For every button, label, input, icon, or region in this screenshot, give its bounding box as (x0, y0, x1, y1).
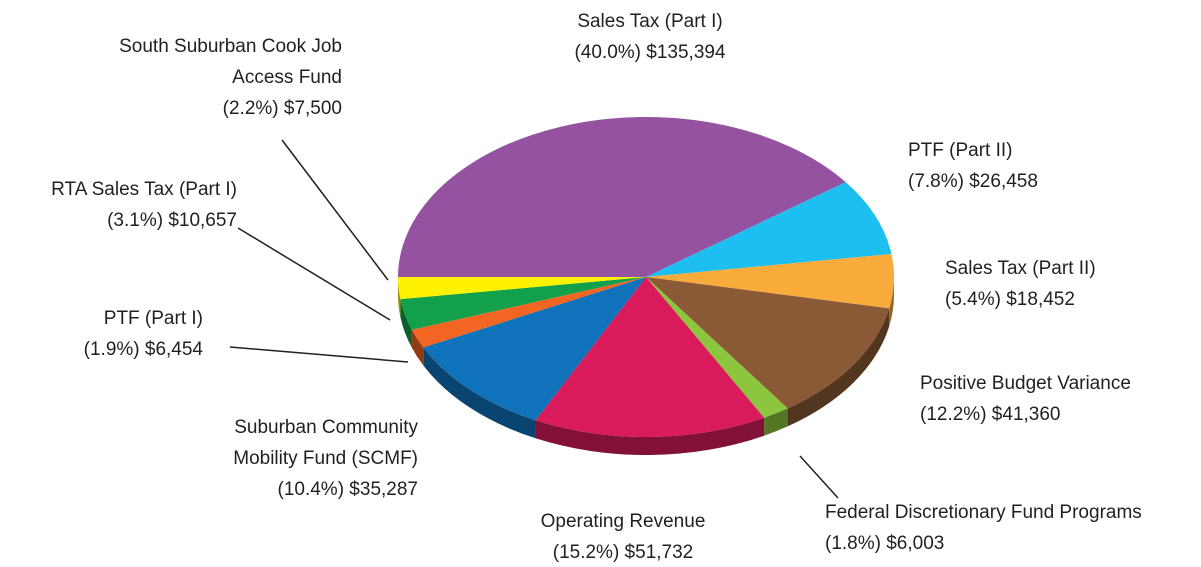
value-label: (15.2%) $51,732 (552, 542, 694, 563)
leader-line (229, 346, 409, 363)
slice-side (889, 277, 894, 327)
slice-side (423, 347, 536, 439)
slice-side (764, 408, 788, 436)
leader-line (281, 139, 389, 281)
slice (411, 277, 646, 348)
value-label: (2.2%) $7,500 (222, 98, 342, 119)
slice-label: South Suburban Cook Job Access Fund (2.2%… (114, 31, 342, 124)
category-name: South Suburban Cook Job Access Fund (119, 36, 342, 88)
slice-label: PTF (Part II) (7.8%) $26,458 (908, 135, 1201, 197)
category-name: Federal Discretionary Fund Programs (825, 502, 1142, 523)
slice (400, 277, 646, 330)
slice (398, 117, 846, 277)
category-name: PTF (Part II) (908, 140, 1013, 161)
value-label: (10.4%) $35,287 (277, 479, 419, 500)
slice-label: Operating Revenue (15.2%) $51,732 (473, 506, 773, 567)
category-name: Operating Revenue (540, 511, 706, 532)
value-label: (1.8%) $6,003 (825, 533, 945, 554)
slice-label: Sales Tax (Part I) (40.0%) $135,394 (500, 6, 800, 68)
category-name: Suburban Community Mobility Fund (SCMF) (233, 417, 418, 469)
slice-label: Federal Discretionary Fund Programs (1.8%… (825, 497, 1201, 559)
slice (535, 277, 765, 437)
category-name: Sales Tax (Part II) (945, 258, 1096, 279)
slice-label: Positive Budget Variance (12.2%) $41,360 (920, 368, 1201, 430)
slice-side (535, 417, 765, 455)
value-label: (1.9%) $6,454 (83, 339, 203, 360)
slice (646, 253, 894, 309)
value-label: (40.0%) $135,394 (574, 42, 726, 63)
slice-label: PTF (Part I) (1.9%) $6,454 (0, 303, 203, 365)
value-label: (7.8%) $26,458 (908, 171, 1038, 192)
slice (423, 277, 646, 421)
leader-line (237, 227, 391, 321)
slice (398, 277, 646, 300)
slice-label: Suburban Community Mobility Fund (SCMF) (… (196, 412, 418, 505)
slice-label: RTA Sales Tax (Part I) (3.1%) $10,657 (0, 174, 237, 236)
category-name: Positive Budget Variance (920, 373, 1131, 394)
category-name: RTA Sales Tax (Part I) (51, 179, 237, 200)
value-label: (12.2%) $41,360 (920, 404, 1061, 425)
category-name: PTF (Part I) (103, 308, 203, 329)
slice-side (787, 308, 890, 427)
slice-side (400, 299, 412, 348)
value-label: (5.4%) $18,452 (945, 289, 1075, 310)
category-name: Sales Tax (Part I) (577, 11, 723, 32)
slice-side (398, 277, 401, 318)
slice (646, 277, 788, 418)
leader-line (799, 455, 839, 499)
slice-label: Sales Tax (Part II) (5.4%) $18,452 (945, 253, 1201, 315)
slice-side (411, 329, 424, 366)
slice (646, 277, 890, 409)
value-label: (3.1%) $10,657 (107, 210, 237, 231)
slice (646, 182, 892, 277)
